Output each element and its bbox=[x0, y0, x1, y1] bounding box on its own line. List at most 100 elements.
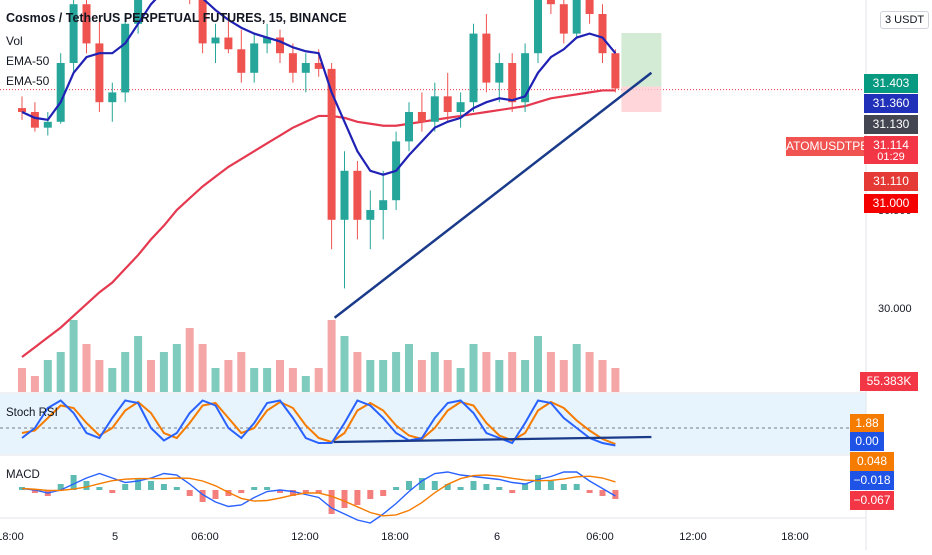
candle-body bbox=[263, 37, 272, 44]
candle-body bbox=[288, 53, 297, 73]
stoch-value-label: 1.88 bbox=[850, 414, 884, 433]
volume-bar bbox=[314, 368, 323, 392]
volume-bar bbox=[172, 344, 181, 392]
volume-bar bbox=[392, 352, 401, 392]
macd-hist-bar bbox=[315, 490, 322, 493]
candle-body bbox=[521, 53, 530, 103]
macd-hist-bar bbox=[457, 487, 464, 490]
legend-macd[interactable]: MACD bbox=[6, 469, 40, 481]
candle-body bbox=[82, 4, 91, 44]
volume-bar bbox=[56, 352, 65, 392]
macd-hist-bar bbox=[238, 490, 245, 493]
volume-bar bbox=[572, 344, 581, 392]
price-label: 01:29 bbox=[864, 150, 918, 164]
macd-hist-bar bbox=[612, 490, 619, 499]
macd-hist-bar bbox=[522, 484, 529, 490]
candle-body bbox=[585, 0, 594, 14]
macd-signal-line bbox=[21, 474, 616, 517]
candle-body bbox=[95, 43, 104, 103]
macd-hist-bar bbox=[367, 490, 374, 499]
x-tick-label: 12:00 bbox=[291, 531, 319, 543]
volume-bar bbox=[405, 344, 413, 392]
volume-bar bbox=[521, 360, 530, 392]
candle-body bbox=[559, 4, 568, 34]
macd-hist-bar bbox=[173, 487, 180, 490]
candle-body bbox=[443, 96, 452, 112]
volume-bar bbox=[263, 368, 272, 392]
candle-body bbox=[495, 63, 504, 83]
macd-hist-bar bbox=[406, 481, 412, 490]
candle-body bbox=[546, 0, 555, 5]
volume-bar bbox=[95, 360, 104, 392]
macd-hist-bar bbox=[573, 484, 580, 490]
candle-body bbox=[430, 96, 439, 122]
volume-bar bbox=[159, 352, 168, 392]
volume-bar bbox=[185, 328, 194, 392]
macd-hist-bar bbox=[496, 487, 503, 490]
legend-ema-1[interactable]: EMA-50 bbox=[6, 54, 50, 68]
macd-value-label: −0.018 bbox=[850, 471, 894, 490]
volume-bar bbox=[18, 368, 26, 392]
volume-bar bbox=[546, 352, 555, 392]
candle-body bbox=[108, 92, 117, 103]
macd-hist-bar bbox=[380, 490, 387, 496]
price-label: 31.000 bbox=[864, 194, 918, 213]
volume-bar bbox=[353, 352, 362, 392]
volume-bar bbox=[559, 360, 568, 392]
volume-bar bbox=[379, 360, 388, 392]
candle-body bbox=[405, 112, 413, 142]
x-tick-label: 6 bbox=[494, 531, 500, 543]
macd-hist-bar bbox=[277, 490, 283, 493]
macd-hist-bar bbox=[393, 487, 400, 490]
macd-hist-bar bbox=[586, 490, 593, 493]
legend-stoch[interactable]: Stoch RSI bbox=[6, 407, 58, 419]
macd-hist-bar bbox=[96, 487, 103, 490]
candle-body bbox=[301, 63, 310, 73]
volume-bar bbox=[430, 352, 439, 392]
currency-button[interactable]: 3 USDT bbox=[880, 11, 930, 29]
candle-body bbox=[598, 14, 607, 54]
macd-hist-bar bbox=[31, 490, 38, 493]
volume-bar bbox=[224, 360, 233, 392]
stoch-value-label: 0.00 bbox=[850, 432, 884, 451]
macd-hist-bar bbox=[483, 484, 490, 490]
macd-hist-bar bbox=[83, 481, 90, 490]
volume-bar bbox=[495, 360, 504, 392]
volume-bar bbox=[250, 368, 259, 392]
candle-body bbox=[121, 23, 130, 93]
price-label: 31.110 bbox=[864, 172, 918, 191]
volume-bar bbox=[456, 368, 465, 392]
volume-bar bbox=[237, 352, 246, 392]
candle-body bbox=[327, 68, 336, 220]
volume-bar bbox=[198, 344, 207, 392]
stoch-band bbox=[0, 394, 866, 454]
macd-hist-bar bbox=[109, 490, 116, 493]
macd-hist-bar bbox=[186, 490, 193, 496]
x-tick-label: 18:00 bbox=[381, 531, 409, 543]
macd-hist-bar bbox=[70, 475, 77, 490]
take-profit-zone bbox=[621, 33, 662, 87]
macd-hist-bar bbox=[264, 487, 271, 490]
macd-hist-bar bbox=[547, 481, 554, 490]
macd-hist-bar bbox=[328, 490, 335, 514]
ema-blue-line bbox=[21, 0, 617, 176]
volume-bar bbox=[30, 376, 39, 392]
candle-body bbox=[340, 170, 349, 220]
macd-hist-bar bbox=[341, 490, 348, 508]
volume-bar bbox=[598, 360, 607, 392]
candle-body bbox=[56, 63, 65, 122]
price-label: 31.403 bbox=[864, 74, 918, 93]
candle-body bbox=[379, 200, 388, 210]
volume-bar bbox=[211, 368, 220, 392]
legend-vol[interactable]: Vol bbox=[6, 34, 23, 48]
macd-hist-bar bbox=[251, 487, 258, 490]
macd-hist-bar bbox=[535, 475, 541, 490]
candle-body bbox=[30, 112, 39, 128]
macd-hist-bar bbox=[509, 490, 516, 493]
candle-body bbox=[18, 108, 26, 112]
volume-bar bbox=[417, 360, 426, 392]
legend-ema-2[interactable]: EMA-50 bbox=[6, 74, 50, 88]
stoch-k-line bbox=[21, 399, 616, 447]
macd-hist-bar bbox=[57, 484, 64, 490]
